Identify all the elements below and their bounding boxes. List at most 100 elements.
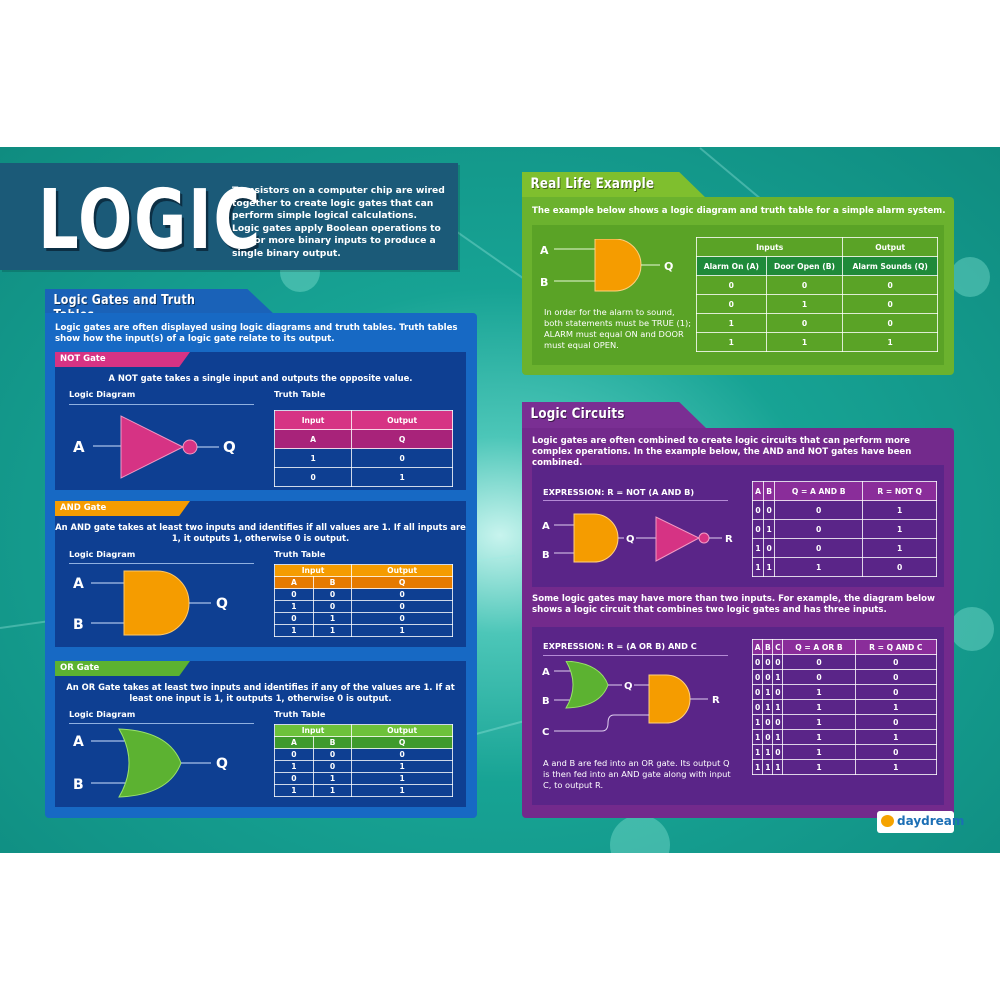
table-header-cell: Input bbox=[273, 410, 353, 430]
logic-diagram-label: Logic Diagram bbox=[69, 389, 136, 399]
table-cell: 1 bbox=[765, 294, 844, 314]
and-gate-shape bbox=[648, 674, 691, 724]
table-cell: 1 bbox=[862, 519, 937, 539]
table-cell: 1 bbox=[782, 729, 856, 745]
table-cell: 0 bbox=[274, 772, 314, 785]
network-node bbox=[950, 607, 994, 651]
table-cell: 1 bbox=[351, 772, 453, 785]
and-gate-shape bbox=[573, 513, 619, 563]
table-cell: 1 bbox=[772, 669, 784, 685]
table-cell: 0 bbox=[774, 519, 864, 539]
not-gate-triangle bbox=[120, 415, 185, 479]
table-cell: 0 bbox=[312, 588, 353, 601]
table-cell: 1 bbox=[351, 467, 453, 487]
circuits-heading: Logic Circuits bbox=[530, 406, 625, 422]
table-cell: 1 bbox=[351, 760, 453, 773]
table-header-cell: Output bbox=[842, 237, 938, 257]
logic-diagram-label: Logic Diagram bbox=[69, 549, 136, 559]
gates-section-heading: Logic Gates and Truth Tables bbox=[53, 293, 196, 315]
table-cell: 0 bbox=[763, 538, 776, 558]
or-gate-shape bbox=[565, 661, 609, 709]
intro-text: Transistors on a computer chip are wired… bbox=[232, 185, 445, 259]
table-header-cell: Output bbox=[351, 410, 453, 430]
table-cell: 0 bbox=[854, 684, 938, 700]
table-cell: 1 bbox=[274, 600, 314, 613]
table-cell: 0 bbox=[774, 500, 864, 520]
table-cell: 0 bbox=[765, 313, 844, 333]
daydream-logo: daydream bbox=[877, 811, 964, 833]
circuit2-expression: EXPRESSION: R = (A OR B) AND C bbox=[543, 641, 697, 651]
table-cell: 0 bbox=[312, 748, 353, 761]
not-gate-box: NOT Gate A NOT gate takes a single input… bbox=[55, 352, 466, 490]
output-q-label: Q bbox=[223, 438, 236, 456]
input-b-label: B bbox=[540, 276, 548, 289]
table-cell: 0 bbox=[762, 669, 774, 685]
table-cell: 1 bbox=[842, 332, 938, 352]
table-cell: 1 bbox=[774, 557, 864, 577]
divider bbox=[543, 500, 728, 501]
not-truth-table: Input Output A Q 1 0 0 1 bbox=[273, 410, 453, 487]
table-cell: 0 bbox=[765, 275, 844, 295]
or-truth-table: Input Output A B Q 0 0 0 1 0 1 0 1 1 1 1 1 bbox=[273, 724, 453, 797]
table-header-cell: B bbox=[312, 736, 353, 749]
table-cell: 0 bbox=[762, 714, 774, 730]
table-cell: 1 bbox=[762, 699, 774, 715]
table-cell: 1 bbox=[854, 759, 938, 775]
table-header-cell: C bbox=[772, 639, 784, 655]
circuits-intro: Logic gates are often combined to create… bbox=[532, 436, 912, 468]
table-cell: 1 bbox=[862, 500, 937, 520]
table-cell: 0 bbox=[312, 760, 353, 773]
table-cell: 1 bbox=[772, 759, 784, 775]
table-cell: 0 bbox=[274, 588, 314, 601]
input-a-label: A bbox=[73, 734, 84, 750]
or-gate-shape bbox=[118, 728, 182, 798]
table-cell: 0 bbox=[862, 557, 937, 577]
table-cell: 0 bbox=[751, 500, 765, 520]
not-gate-triangle bbox=[655, 516, 701, 562]
alarm-and-gate-diagram: A B Q bbox=[540, 239, 673, 292]
table-cell: 1 bbox=[854, 699, 938, 715]
circuits-tab: Logic Circuits bbox=[522, 402, 707, 429]
table-header-cell: Alarm On (A) bbox=[696, 256, 767, 276]
table-cell: 1 bbox=[862, 538, 937, 558]
table-cell: 1 bbox=[751, 714, 764, 730]
truth-table-label: Truth Table bbox=[274, 389, 326, 399]
truth-table-label: Truth Table bbox=[274, 709, 326, 719]
table-cell: 0 bbox=[273, 467, 353, 487]
table-header-row: Inputs Output bbox=[695, 237, 938, 257]
and-gate-diagram: A B Q bbox=[73, 570, 228, 636]
input-b-label: B bbox=[73, 617, 84, 633]
table-header-row: Input Output bbox=[273, 724, 453, 737]
input-a-label: A bbox=[73, 438, 85, 456]
real-life-tab: Real Life Example bbox=[522, 172, 707, 199]
table-cell: 1 bbox=[696, 332, 767, 352]
alarm-truth-table: Inputs Output Alarm On (A) Door Open (B) Ala… bbox=[695, 237, 938, 352]
table-header-cell: B bbox=[312, 576, 353, 589]
table-cell: 1 bbox=[274, 784, 314, 797]
real-life-panel: The example below shows a logic diagram … bbox=[522, 197, 954, 375]
table-header-cell: Q bbox=[351, 576, 453, 589]
table-cell: 0 bbox=[751, 654, 764, 670]
table-cell: 0 bbox=[274, 748, 314, 761]
table-cell: 1 bbox=[312, 612, 353, 625]
table-cell: 0 bbox=[351, 612, 453, 625]
output-q-label: Q bbox=[216, 756, 228, 772]
table-cell: 1 bbox=[273, 448, 353, 468]
table-cell: 1 bbox=[312, 624, 353, 637]
table-cell: 1 bbox=[762, 684, 774, 700]
and-gate-shape bbox=[594, 239, 642, 292]
table-cell: 0 bbox=[854, 744, 938, 760]
